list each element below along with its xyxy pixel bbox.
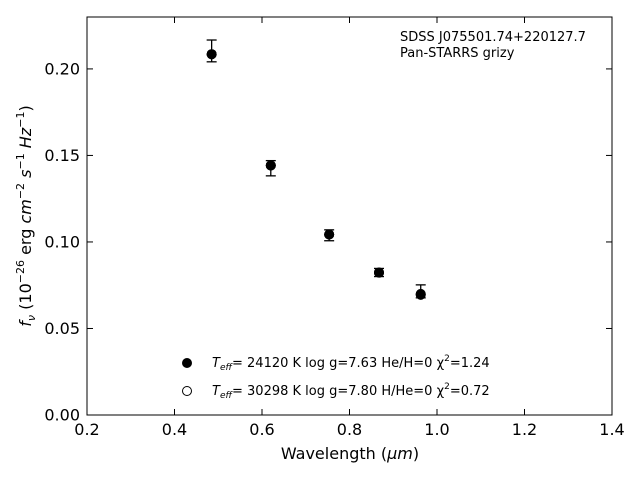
x-axis-ticks: 0.2 0.4 0.6 0.8 1.0 1.2 1.4 <box>74 17 625 439</box>
data-marks <box>206 39 426 300</box>
observed-point <box>415 288 426 299</box>
y-axis-label: fν (10−26 erg cm−2 s−1 Hz−1) <box>14 105 38 326</box>
legend-marker-filled <box>182 358 192 368</box>
observed-point <box>265 160 276 171</box>
x-tick-label: 0.8 <box>337 420 362 439</box>
legend: Teff= 24120 K log g=7.63 He/H=0 χ2=1.24 … <box>182 354 490 401</box>
x-tick-label: 0.2 <box>74 420 99 439</box>
x-tick-label: 0.4 <box>162 420 187 439</box>
legend-marker-open <box>182 386 192 396</box>
x-tick-label: 1.0 <box>424 420 449 439</box>
legend-entry-1: Teff= 24120 K log g=7.63 He/H=0 χ2=1.24 <box>212 354 490 373</box>
annotation-object-name: SDSS J075501.74+220127.7 <box>400 30 586 45</box>
observed-point <box>324 229 335 240</box>
y-axis-ticks: 0.00 0.05 0.10 0.15 0.20 <box>44 59 612 425</box>
observed-point <box>373 267 384 278</box>
x-axis-label: Wavelength (μm) <box>281 444 419 463</box>
y-tick-label: 0.10 <box>44 232 80 251</box>
x-tick-label: 0.6 <box>249 420 274 439</box>
annotation-survey: Pan-STARRS grizy <box>400 46 515 61</box>
x-tick-label: 1.2 <box>512 420 537 439</box>
y-tick-label: 0.05 <box>44 319 80 338</box>
y-tick-label: 0.15 <box>44 146 80 165</box>
y-tick-label: 0.00 <box>44 406 80 425</box>
observed-point <box>206 49 217 60</box>
legend-entry-2: Teff= 30298 K log g=7.80 H/He=0 χ2=0.72 <box>212 382 490 401</box>
y-tick-label: 0.20 <box>44 59 80 78</box>
x-tick-label: 1.4 <box>599 420 624 439</box>
